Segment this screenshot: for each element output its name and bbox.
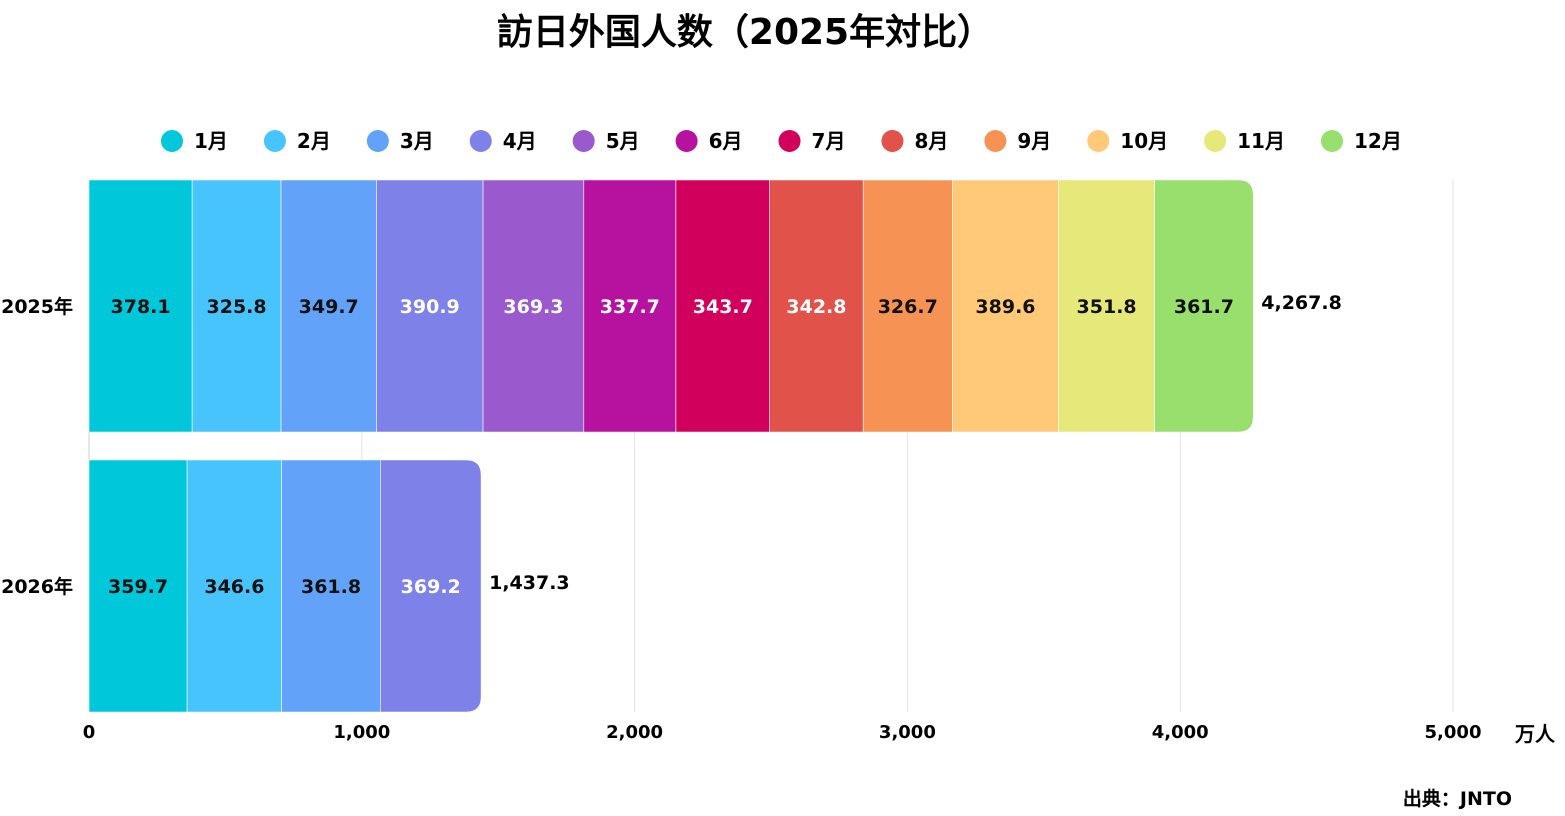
x-axis-unit: 万人 [1514,722,1556,746]
legend-label: 11月 [1237,129,1285,153]
legend-label: 9月 [1017,129,1051,153]
bar-segment [1154,179,1254,433]
segment-value-label: 337.7 [600,296,660,318]
x-tick-label: 0 [83,722,96,743]
x-axis: 0 1,000 2,000 3,000 4,000 5,000 [83,722,1482,743]
segment-value-label: 325.8 [207,296,267,318]
segment-value-label: 342.8 [786,296,846,318]
legend-swatch [881,130,904,152]
legend-label: 8月 [914,129,948,153]
legend-swatch [161,130,183,152]
legend-swatch [469,130,492,152]
legend-label: 2月 [297,129,331,153]
legend-label: 5月 [606,129,640,153]
segment-value-label: 389.6 [975,296,1035,318]
total-value-label: 1,437.3 [489,572,570,594]
x-tick-label: 2,000 [606,722,663,743]
segment-value-label: 346.6 [204,576,264,598]
legend-swatch [675,130,698,152]
source-label: 出典：JNTO [1403,787,1512,810]
segment-value-label: 349.7 [299,296,359,318]
category-label: 2026年 [1,575,73,598]
chart-title: 訪日外国人数（2025年対比） [497,12,993,53]
legend-swatch [778,130,801,152]
legend-label: 12月 [1354,129,1402,153]
legend-label: 3月 [400,129,434,153]
legend-swatch [263,130,286,152]
total-value-label: 4,267.8 [1261,292,1342,314]
legend-swatch [1204,130,1227,152]
segment-value-label: 351.8 [1077,296,1137,318]
legend-swatch [366,130,389,152]
segment-value-label: 359.7 [108,576,168,598]
segment-value-label: 369.3 [503,296,563,318]
category-label: 2025年 [1,295,73,318]
x-tick-label: 3,000 [879,722,936,743]
legend-swatch [1087,130,1110,152]
bars: 378.1 325.8 349.7 390.9 369.3 337.7 343.7 342.8… [88,179,1342,713]
legend-label: 10月 [1120,129,1168,153]
x-tick-label: 5,000 [1425,722,1482,743]
bar-segment [380,459,482,713]
y-axis: 2025年 2026年 [1,295,73,598]
segment-value-label: 361.7 [1174,296,1234,318]
legend-swatch [572,130,595,152]
x-tick-label: 4,000 [1152,722,1209,743]
legend-label: 7月 [812,129,846,153]
x-tick-label: 1,000 [333,722,390,743]
legend-label: 6月 [709,129,743,153]
segment-value-label: 361.8 [301,576,361,598]
legend-label: 1月 [194,129,228,153]
segment-value-label: 326.7 [878,296,938,318]
segment-value-label: 343.7 [693,296,753,318]
legend-swatch [984,130,1007,152]
segment-value-label: 369.2 [401,576,461,598]
legend-label: 4月 [503,129,537,153]
segment-value-label: 378.1 [111,296,171,318]
legend: 1月 2月 3月 4月 5月 6月 7月 8月 9月 10月 11月 12月 [161,129,1402,153]
legend-swatch [1320,130,1343,152]
segment-value-label: 390.9 [400,296,460,318]
